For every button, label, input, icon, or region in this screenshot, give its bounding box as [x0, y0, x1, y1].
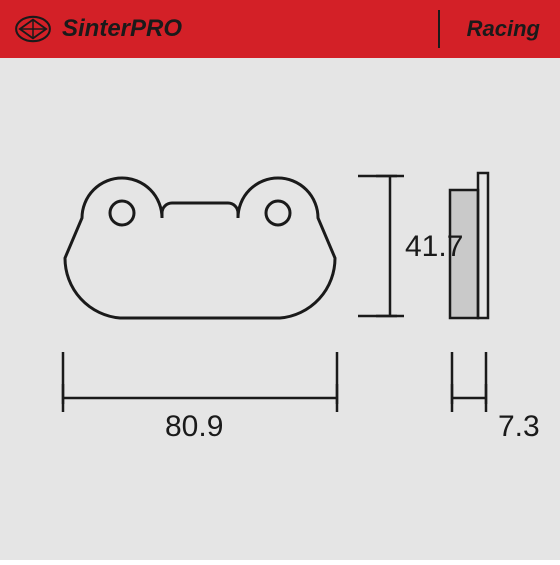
brand-name: SinterPRO	[62, 15, 182, 43]
header-bar: SinterPRO Racing	[0, 0, 560, 58]
dim-height-label: 41.7	[405, 230, 463, 264]
header-divider	[438, 10, 440, 48]
dim-thick-label: 7.3	[498, 410, 540, 444]
brand-logo-icon	[14, 14, 52, 44]
brand: SinterPRO	[14, 14, 182, 44]
dim-width-label: 80.9	[165, 410, 223, 444]
diagram: 80.9 41.7 7.3	[0, 58, 560, 560]
category-label: Racing	[467, 16, 540, 42]
diagram-svg	[0, 58, 560, 560]
